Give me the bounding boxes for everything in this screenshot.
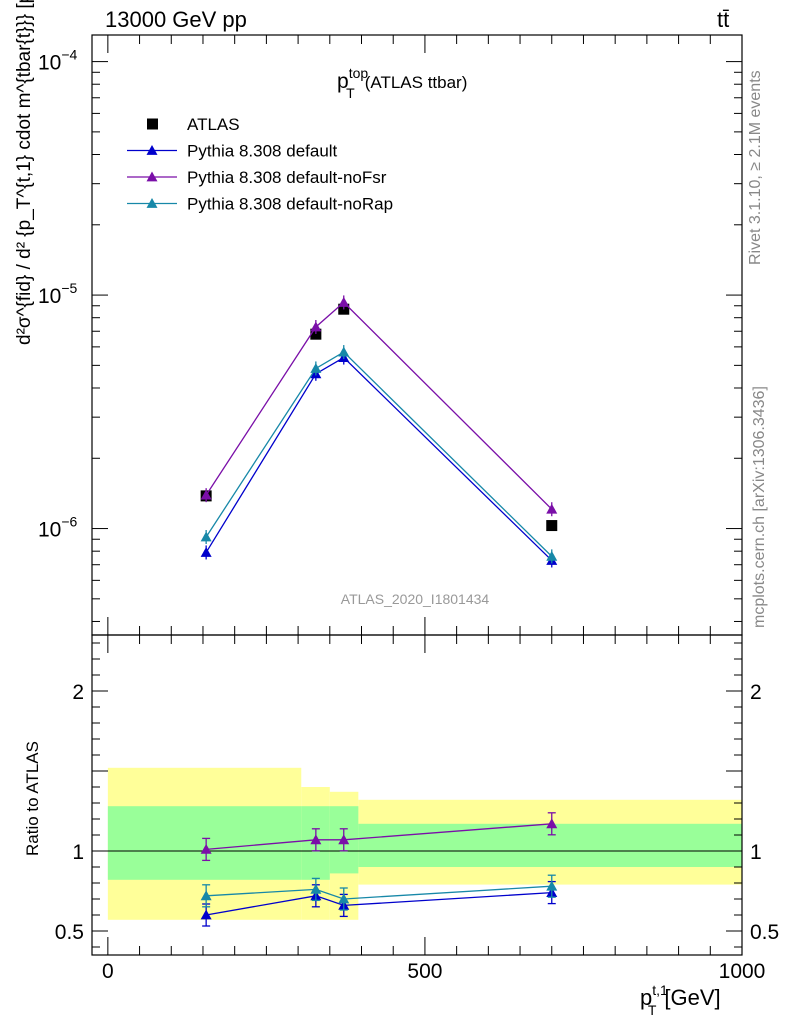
point-pythia-8-308-default-norap-0 [200, 531, 212, 542]
point-pythia-8-308-default-norap-2 [338, 346, 350, 357]
xtick-label: 0 [102, 960, 114, 983]
series-line-pythia-8-308-default-norap [205, 351, 553, 557]
legend: ATLAS Pythia 8.308 default Pythia 8.308 de… [127, 115, 393, 214]
energy-label: 13000 GeV pp [105, 7, 247, 32]
ratio-ytick-label-right: 2 [750, 681, 762, 704]
ratio-point-pythia-8-308-default-norap-0 [200, 890, 212, 901]
analysis-watermark: ATLAS_2020_I1801434 [341, 591, 490, 607]
band-green-0 [107, 806, 302, 880]
series-line-pythia-8-308-default-nofsr [205, 301, 553, 510]
point-pythia-8-308-default-nofsr-1 [310, 321, 322, 332]
rivet-version-label: Rivet 3.1.10, ≥ 2.1M events [747, 70, 764, 265]
band-green-3 [358, 823, 742, 867]
main-ytick-label: 10−6 [38, 514, 78, 542]
ratio-point-pythia-8-308-default-nofsr-3 [546, 818, 558, 829]
point-pythia-8-308-default-nofsr-2 [338, 296, 350, 307]
ratio-y-axis-label: Ratio to ATLAS [23, 741, 42, 856]
main-panel-marks [200, 295, 558, 568]
ratio-point-pythia-8-308-default-norap-3 [546, 880, 558, 891]
ratio-point-pythia-8-308-default-nofsr-2 [338, 834, 350, 845]
process-label: tt̄ [717, 7, 729, 32]
ratio-line-pythia-8-308-default [206, 891, 552, 916]
ratio-point-pythia-8-308-default-nofsr-0 [200, 843, 212, 854]
plot-title: ptop T(ATLAS ttbar) [337, 65, 467, 101]
legend-label-pythia-8-308-default-nofsr: Pythia 8.308 default-noFsr [187, 168, 387, 187]
point-pythia-8-308-default-0 [200, 546, 212, 557]
ratio-point-pythia-8-308-default-nofsr-1 [310, 834, 322, 845]
ratio-line-pythia-8-308-default-nofsr [206, 823, 552, 851]
main-ytick-label: 10−4 [38, 47, 78, 75]
legend-label-atlas: ATLAS [187, 115, 240, 134]
ratio-ytick-label-right: 1 [750, 841, 762, 864]
ratio-frame [91, 634, 743, 956]
main-ytick-label: 10−5 [38, 280, 78, 308]
point-pythia-8-308-default-norap-1 [310, 362, 322, 373]
ratio-ytick-label-right: 0.5 [750, 921, 779, 944]
ratio-point-pythia-8-308-default-norap-2 [338, 893, 350, 904]
point-atlas-1 [310, 328, 322, 340]
legend-marker-pythia-8-308-default-nofsr [146, 171, 158, 182]
ratio-ytick-label-left: 2 [72, 681, 84, 704]
axes: 10−6 10−5 10−4 0 500 1000 0.5 0.5 1 1 2 2 [38, 34, 779, 983]
point-pythia-8-308-default-nofsr-0 [200, 489, 212, 500]
ratio-ytick-label-left: 0.5 [55, 921, 84, 944]
ratio-point-pythia-8-308-default-norap-1 [310, 883, 322, 894]
main-y-axis-label: d²σ^{fid} / d² {p_T^{t,1} cdot m^{tbar{t… [14, 0, 35, 345]
point-pythia-8-308-default-norap-3 [546, 550, 558, 561]
xtick-label: 1000 [719, 960, 766, 983]
ratio-point-pythia-8-308-default-0 [200, 909, 212, 920]
legend-marker-atlas [147, 118, 158, 130]
legend-marker-pythia-8-308-default [146, 145, 158, 155]
legend-marker-pythia-8-308-default-norap [146, 198, 158, 208]
point-pythia-8-308-default-nofsr-3 [546, 503, 558, 514]
ratio-ytick-label-left: 1 [72, 841, 84, 864]
ratio-line-pythia-8-308-default-norap [206, 885, 552, 900]
ratio-panel-marks [200, 812, 558, 927]
ratio-uncertainty-bands [92, 767, 742, 920]
series-line-pythia-8-308-default [205, 356, 553, 561]
legend-label-pythia-8-308-default-norap: Pythia 8.308 default-noRap [187, 195, 393, 214]
point-atlas-3 [546, 520, 558, 532]
legend-label-pythia-8-308-default: Pythia 8.308 default [187, 142, 338, 161]
mcplots-label: mcplots.cern.ch [arXiv:1306.3436] [751, 386, 768, 628]
x-axis-label: pt,1 T [GeV] [640, 982, 721, 1018]
xtick-label: 500 [407, 960, 442, 983]
